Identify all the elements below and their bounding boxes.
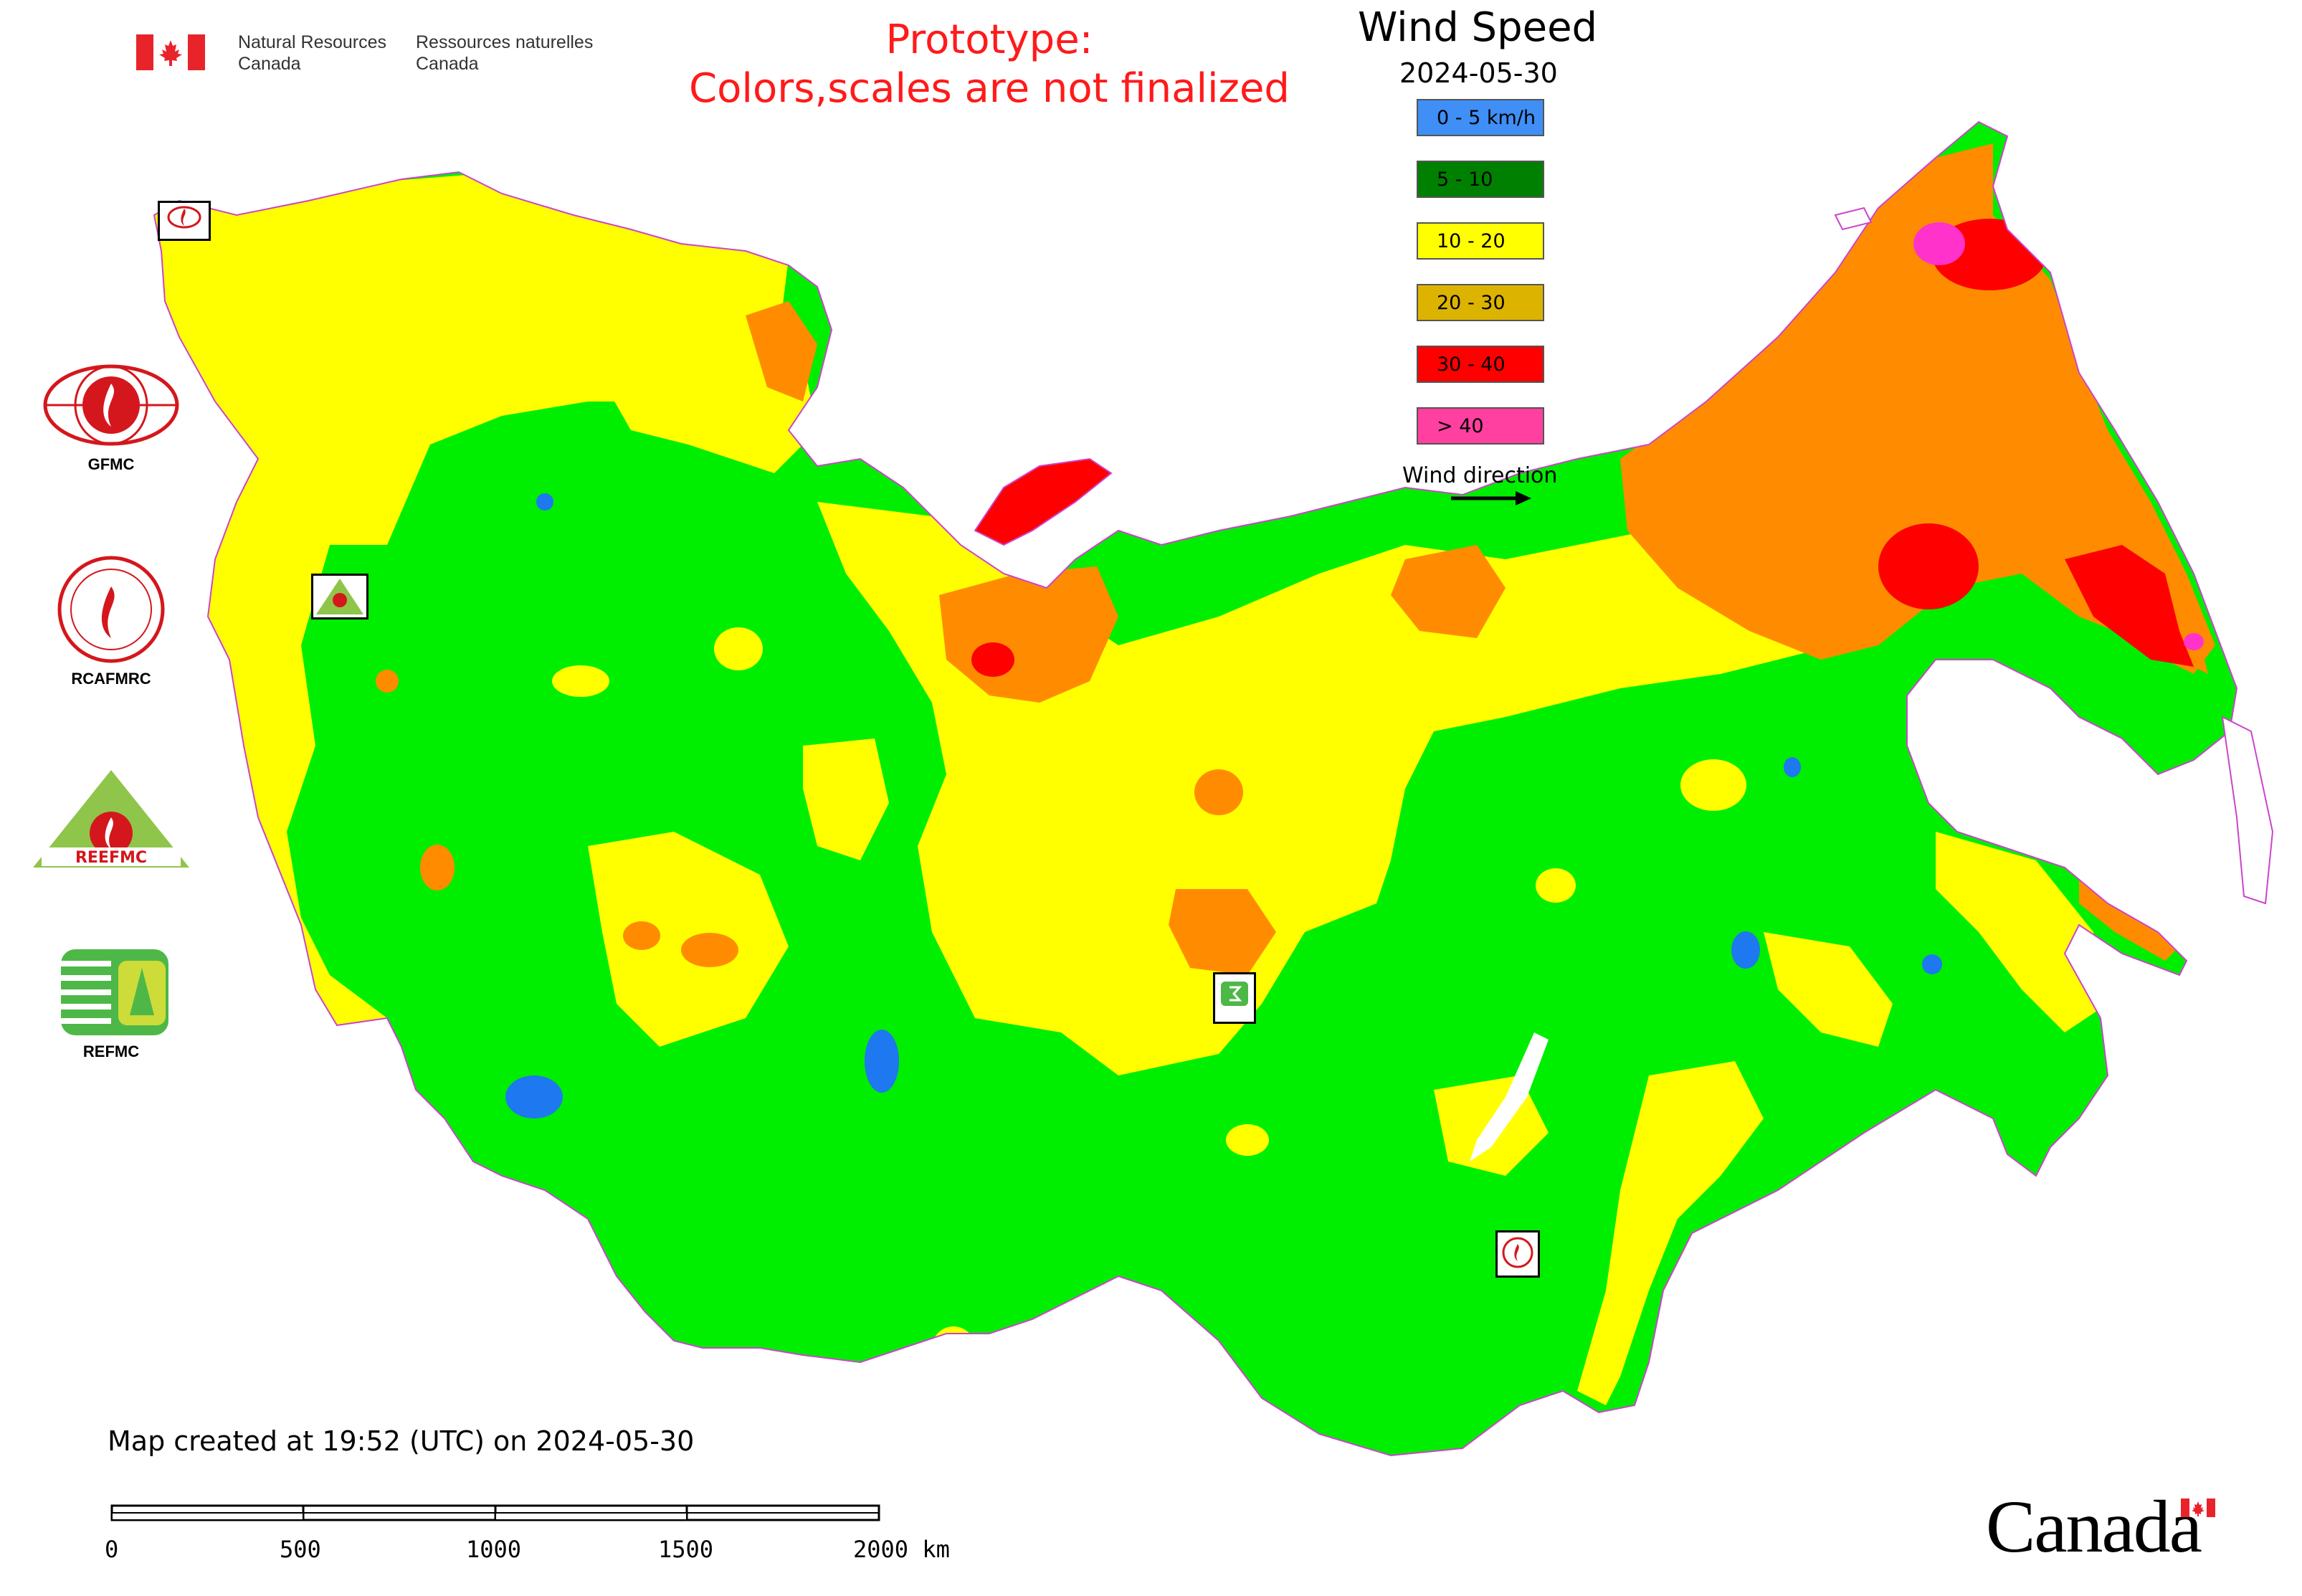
rcafmrc-logo-icon	[57, 556, 165, 663]
legend: Wind Speed 2024-05-30 0 - 5 km/h 5 - 10 10…	[1333, 0, 1635, 516]
lake-baikal	[1470, 1032, 1549, 1162]
zone-pink-spot-kamchatka	[2184, 633, 2204, 650]
zone-blue-spot-2	[1731, 931, 1760, 969]
legend-date: 2024-05-30	[1399, 57, 1558, 89]
zone-blue-spot-1	[865, 1030, 899, 1093]
logo-refmc: REFMC	[39, 946, 183, 1061]
rcafmrc-small-icon	[1502, 1237, 1533, 1268]
zone-orange-spot-1	[1194, 769, 1243, 815]
zone-amur-yellow	[1577, 1061, 1764, 1405]
refmc-small-icon	[1221, 982, 1248, 1006]
canada-flag-icon	[136, 34, 205, 70]
scale-label-2000: 2000 km	[853, 1536, 950, 1563]
scale-bar-graphic	[110, 1504, 880, 1521]
gfmc-logo-icon	[43, 364, 179, 446]
nrcan-logo: Natural Resources Canada Ressources natu…	[136, 32, 595, 75]
canada-wordmark: Canada	[1986, 1484, 2230, 1570]
agency-en-line1: Natural Resources	[238, 32, 387, 52]
legend-item-4: 30 - 40	[1417, 346, 1544, 383]
scale-label-0: 0	[105, 1536, 119, 1563]
zone-pink-spot-chukotka	[1913, 222, 1965, 265]
zone-blue-spot-5	[536, 493, 553, 510]
gfmc-small-logo	[158, 201, 211, 241]
rcafmrc-small-logo	[1495, 1230, 1540, 1278]
zone-red-spot-okhotsk	[1878, 523, 1979, 609]
zone-yellow-spot-4	[1536, 868, 1576, 903]
canada-wordmark-flag-icon	[2181, 1498, 2215, 1517]
zone-far-east-yellow	[1936, 832, 2108, 1032]
reefmc-logo-icon: REEFMC	[33, 770, 189, 868]
legend-item-3: 20 - 30	[1417, 284, 1544, 321]
zone-volga-yellow	[803, 738, 889, 860]
zone-blue-spot-6	[1784, 757, 1801, 777]
zone-yellow-spot-3	[1680, 759, 1746, 811]
zone-kola-orange	[746, 301, 817, 402]
legend-item-1: 5 - 10	[1417, 161, 1544, 198]
zone-yellow-spot-1	[714, 627, 763, 670]
zone-red-kamchatka	[2065, 545, 2194, 667]
canada-wordmark-text: Canada	[1986, 1486, 2202, 1568]
refmc-small-logo	[1213, 972, 1256, 1024]
scale-label-1000: 1000	[466, 1536, 522, 1563]
sakhalin-island	[2221, 716, 2274, 905]
agency-fr-line2: Canada	[416, 54, 479, 74]
zone-taymyr-orange	[1391, 545, 1506, 638]
agency-en-line2: Canada	[238, 54, 301, 74]
zone-orange-spot-4	[420, 845, 455, 890]
gfmc-small-icon	[167, 206, 201, 229]
logo-refmc-label: REFMC	[82, 1042, 140, 1060]
zone-south-yellow	[1764, 932, 1893, 1047]
wind-direction-label: Wind direction	[1402, 463, 1558, 488]
wind-direction-arrow-icon	[1451, 491, 1531, 505]
scale-label-1500: 1500	[658, 1536, 714, 1563]
logo-rcafmrc: RCAFMRC	[39, 552, 183, 688]
scale-bar: 0 500 1000 1500 2000 km	[105, 1498, 968, 1570]
reefmc-small-icon	[316, 579, 363, 614]
zone-yellow-spot-2	[552, 665, 609, 697]
svg-text:REEFMC: REEFMC	[75, 849, 147, 867]
agency-fr-line1: Ressources naturelles	[416, 32, 594, 52]
zone-orange-spot-3	[681, 933, 738, 967]
legend-item-label: 0 - 5 km/h	[1437, 106, 1536, 129]
scale-label-500: 500	[280, 1536, 321, 1563]
zone-blue-spot-3	[505, 1075, 563, 1118]
legend-item-label: 10 - 20	[1437, 229, 1506, 252]
zone-kola-yellow	[602, 344, 817, 473]
zone-orange-spot-5	[376, 670, 399, 693]
novaya-zemlya-island	[974, 457, 1113, 546]
wind-zones	[154, 143, 2215, 1405]
zone-red-spot-yamal	[971, 642, 1014, 677]
legend-title: Wind Speed	[1358, 4, 1598, 51]
zone-yellow-spot-5	[1226, 1124, 1269, 1156]
legend-item-label: 20 - 30	[1437, 291, 1506, 314]
zone-blue-spot-4	[1922, 954, 1942, 974]
wrangel-island	[1834, 206, 1873, 231]
prototype-notice: Prototype: Colors,scales are not finaliz…	[645, 16, 1333, 113]
legend-item-5: > 40	[1417, 407, 1544, 445]
logo-rcafmrc-label: RCAFMRC	[71, 670, 151, 688]
reefmc-small-logo	[311, 574, 368, 619]
logo-reefmc: REEFMC	[29, 767, 194, 875]
prototype-line2: Colors,scales are not finalized	[689, 65, 1290, 112]
logo-gfmc-label: GFMC	[87, 455, 135, 473]
legend-item-0: 0 - 5 km/h	[1417, 99, 1544, 136]
zone-orange-spot-2	[623, 921, 660, 950]
refmc-logo-icon	[61, 949, 168, 1035]
map-created-note: Map created at 19:52 (UTC) on 2024-05-30	[108, 1425, 695, 1457]
logo-gfmc: GFMC	[39, 362, 183, 474]
legend-item-label: > 40	[1437, 414, 1484, 437]
zone-siberia-orange	[1169, 889, 1276, 975]
legend-item-2: 10 - 20	[1417, 222, 1544, 260]
legend-item-label: 5 - 10	[1437, 168, 1493, 191]
prototype-line1: Prototype:	[885, 16, 1093, 63]
legend-item-label: 30 - 40	[1437, 353, 1506, 376]
